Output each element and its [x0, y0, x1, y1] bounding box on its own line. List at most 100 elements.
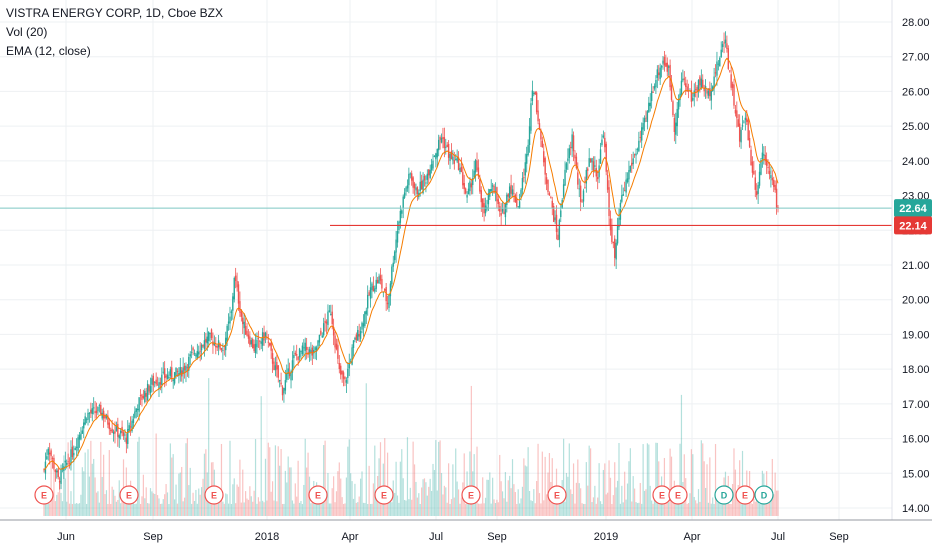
candle-body — [165, 375, 167, 378]
volume-bar — [71, 503, 73, 516]
volume-bar — [536, 481, 538, 516]
volume-bar — [592, 497, 595, 516]
candle-body — [472, 178, 474, 186]
candle-body — [516, 199, 518, 207]
candle-body — [372, 285, 375, 292]
volume-bar — [476, 446, 478, 516]
volume-bar — [310, 503, 312, 516]
volume-bar — [280, 449, 282, 516]
candle-body — [381, 278, 383, 289]
candle-body — [47, 448, 49, 455]
candle-body — [521, 177, 524, 190]
volume-bar — [289, 467, 291, 516]
candle-body — [504, 202, 507, 218]
candle-body — [362, 323, 365, 327]
candle-body — [78, 435, 81, 440]
volume-bar — [365, 383, 367, 516]
volume-bar — [220, 443, 223, 516]
volume-bar — [117, 499, 119, 516]
volume-bar — [568, 443, 570, 516]
volume-bar — [696, 503, 698, 516]
legend-volume[interactable]: Vol (20) — [6, 25, 48, 39]
candle-body — [679, 93, 681, 101]
candle-body — [190, 351, 193, 353]
earnings-marker[interactable]: E — [652, 485, 672, 505]
candle-body — [287, 368, 289, 374]
volume-bar — [108, 450, 110, 516]
x-tick-label: Sep — [487, 531, 507, 543]
svg-text:E: E — [675, 491, 681, 501]
volume-bar — [639, 482, 641, 516]
volume-bar — [189, 467, 191, 516]
candle-body — [168, 376, 170, 379]
volume-bar — [368, 465, 370, 516]
candle-body — [694, 89, 697, 90]
earnings-marker[interactable]: E — [461, 485, 481, 505]
volume-bar — [548, 453, 551, 516]
candle-body — [253, 344, 255, 352]
volume-bar — [641, 503, 643, 516]
candle-body — [56, 470, 58, 473]
earnings-marker[interactable]: E — [735, 485, 755, 505]
volume-bar — [572, 463, 575, 516]
candle-body — [726, 43, 728, 49]
volume-bar — [523, 458, 525, 516]
volume-bar — [369, 503, 372, 516]
earnings-marker[interactable]: E — [308, 485, 328, 505]
volume-bar — [645, 489, 647, 516]
price-axis[interactable]: 14.00 15.00 16.00 17.00 18.00 19.00 20.00 21.00… — [902, 17, 930, 515]
candle-body — [683, 78, 685, 80]
candle-body — [503, 211, 505, 214]
candle-body — [748, 137, 751, 147]
candle-body — [50, 450, 52, 457]
volume-bar — [538, 493, 541, 516]
volume-bar — [615, 487, 617, 516]
volume-bar — [625, 499, 627, 516]
volume-bar — [196, 503, 198, 516]
volume-bar — [132, 501, 135, 516]
candle-body — [284, 380, 287, 391]
candle-body — [560, 210, 562, 217]
candle-body — [467, 188, 470, 195]
candle-body — [355, 334, 358, 341]
volume-bar — [506, 501, 508, 516]
volume-bar — [240, 502, 242, 516]
earnings-marker[interactable]: E — [547, 485, 567, 505]
volume-bar — [107, 503, 109, 516]
dividend-marker[interactable]: D — [754, 485, 774, 505]
earnings-marker[interactable]: E — [374, 485, 394, 505]
volume-bar — [622, 502, 624, 516]
volume-bar — [504, 472, 507, 516]
volume-bar — [138, 436, 140, 516]
volume-bar — [490, 503, 492, 516]
candle-body — [506, 194, 508, 206]
legend-title[interactable]: VISTRA ENERGY CORP, 1D, Cboe BZX — [6, 6, 223, 20]
volume-bar — [279, 465, 281, 516]
earnings-marker[interactable]: E — [204, 485, 224, 505]
volume-bar — [371, 503, 373, 516]
candle-body — [481, 198, 484, 208]
time-axis[interactable]: Jun Sep 2018 Apr Jul Sep 2019 Apr Jul Sep — [57, 531, 849, 543]
volume-bar — [730, 503, 732, 516]
candle-body — [379, 275, 382, 281]
volume-bar — [379, 442, 382, 516]
earnings-marker[interactable]: E — [119, 485, 139, 505]
candle-body — [670, 85, 673, 100]
candle-body — [602, 135, 605, 138]
volume-bar — [195, 489, 197, 516]
volume-bar — [423, 478, 426, 516]
candle-body — [450, 151, 453, 160]
earnings-marker[interactable]: E — [668, 485, 688, 505]
legend-ema[interactable]: EMA (12, close) — [6, 44, 91, 58]
volume-bar — [695, 500, 697, 516]
earnings-marker[interactable]: E — [34, 485, 54, 505]
volume-bar — [706, 464, 708, 516]
volume-bar — [416, 497, 418, 516]
dividend-marker[interactable]: D — [714, 485, 734, 505]
volume-bar — [284, 470, 286, 516]
volume-bar — [557, 502, 559, 516]
candle-body — [591, 158, 593, 163]
volume-bar — [137, 441, 139, 516]
volume-bar — [690, 449, 692, 516]
